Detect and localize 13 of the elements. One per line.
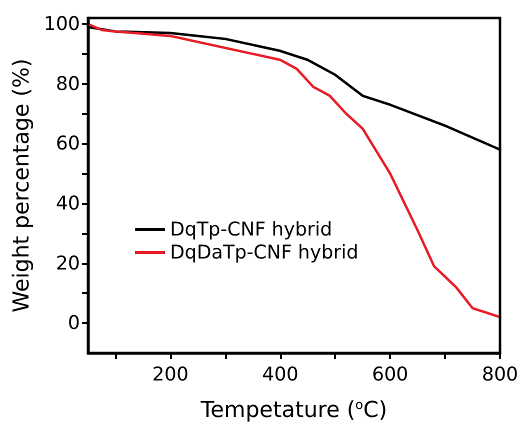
x-tick-label: 600 <box>372 364 408 386</box>
y-axis-title: Weight percentage (%) <box>9 58 34 312</box>
y-tick-label: 100 <box>44 12 80 35</box>
y-tick-label: 20 <box>56 252 80 274</box>
y-tick-label: 80 <box>56 72 80 95</box>
y-tick-label: 60 <box>56 132 80 155</box>
legend-label: DqTp-CNF hybrid <box>170 218 332 240</box>
x-tick-label: 200 <box>152 364 189 386</box>
legend-label: DqDaTp-CNF hybrid <box>170 242 358 264</box>
x-tick-label: 400 <box>262 364 298 386</box>
y-tick-label: 40 <box>56 192 80 214</box>
y-tick-label: 0 <box>68 312 80 334</box>
x-tick-label: 800 <box>482 364 518 386</box>
